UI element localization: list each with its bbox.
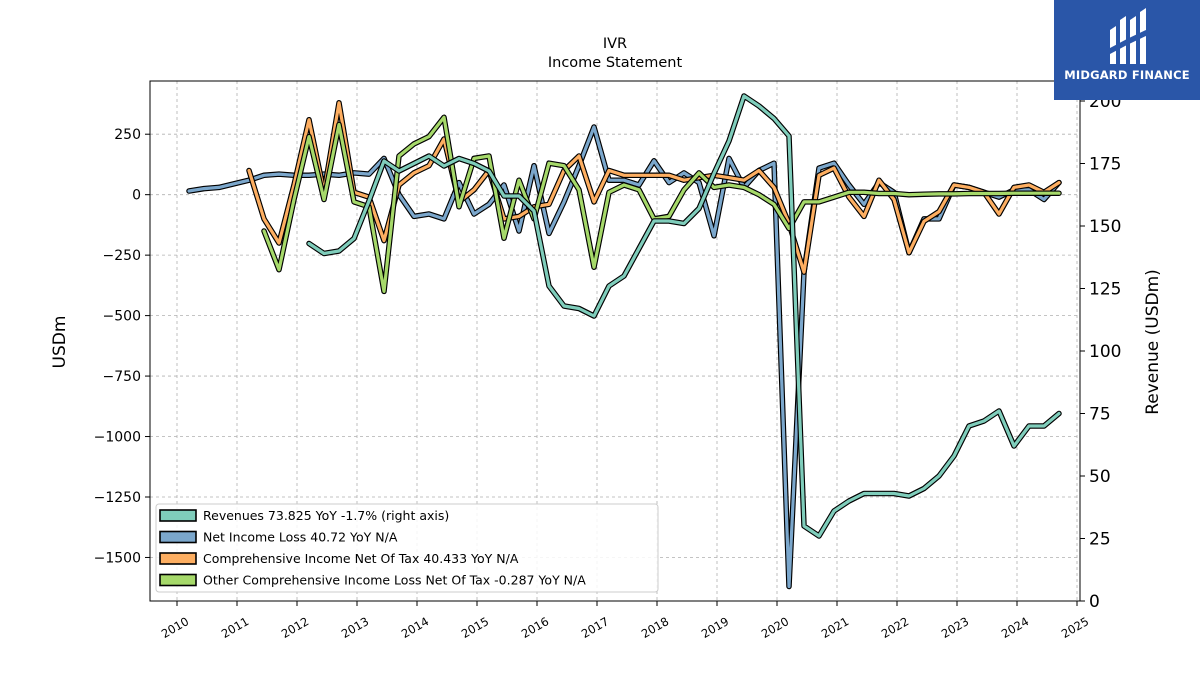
y2-tick-label: 50 bbox=[1089, 467, 1111, 487]
x-tick-label: 2015 bbox=[459, 614, 491, 641]
y2-axis-label: Revenue (USDm) bbox=[1143, 269, 1163, 415]
legend-swatch-0 bbox=[159, 509, 197, 522]
plot-frame bbox=[149, 80, 1081, 602]
y2-tick-label: 0 bbox=[1089, 592, 1100, 612]
y-tick-label: −250 bbox=[103, 248, 141, 264]
brand-logo: MIDGARD FINANCE bbox=[1054, 0, 1200, 100]
x-tick-label: 2024 bbox=[999, 614, 1031, 641]
x-tick-label: 2023 bbox=[939, 614, 971, 641]
x-tick-label: 2010 bbox=[159, 614, 191, 641]
y2-tick-label: 25 bbox=[1089, 530, 1111, 550]
x-tick-label: 2016 bbox=[519, 614, 551, 641]
series-3-outline bbox=[261, 114, 1062, 295]
legend-label-2: Comprehensive Income Net Of Tax 40.433 Y… bbox=[203, 551, 519, 566]
y-tick-label: −1250 bbox=[94, 490, 141, 506]
x-tick-label: 2013 bbox=[339, 614, 371, 641]
series-0 bbox=[306, 93, 1062, 539]
y2-tick-label: 75 bbox=[1089, 405, 1111, 425]
y2-tick-label: 125 bbox=[1089, 280, 1121, 300]
legend: Revenues 73.825 YoY -1.7% (right axis) Ne… bbox=[155, 503, 659, 593]
x-tick-label: 2019 bbox=[699, 614, 731, 641]
legend-swatch-2 bbox=[159, 552, 197, 565]
y-tick-label: −500 bbox=[103, 309, 141, 325]
series-3 bbox=[261, 114, 1062, 295]
brand-name: MIDGARD FINANCE bbox=[1064, 68, 1190, 82]
left-axis-ticks: 250 0 −250 −500 −750 −1000 −1250 −1500 bbox=[94, 127, 150, 566]
x-tick-label: 2022 bbox=[879, 614, 911, 641]
legend-swatch-1 bbox=[159, 530, 197, 544]
series-layer bbox=[186, 93, 1062, 590]
y2-tick-label: 150 bbox=[1089, 217, 1121, 237]
x-tick-label: 2020 bbox=[759, 614, 791, 641]
legend-label-1: Net Income Loss 40.72 YoY N/A bbox=[203, 530, 398, 545]
x-tick-label: 2021 bbox=[819, 614, 851, 641]
series-2-line bbox=[247, 101, 1061, 274]
y-axis-label: USDm bbox=[50, 316, 70, 369]
y2-tick-label: 175 bbox=[1089, 155, 1121, 175]
x-tick-label: 2017 bbox=[579, 614, 611, 641]
legend-label-0: Revenues 73.825 YoY -1.7% (right axis) bbox=[203, 508, 449, 523]
x-axis-ticks: 2010 2011 2012 2013 2014 2015 2016 2017 2018 2019… bbox=[159, 601, 1091, 641]
y2-tick-label: 100 bbox=[1089, 342, 1121, 362]
legend-box bbox=[155, 503, 659, 593]
series-3-line bbox=[262, 115, 1061, 293]
y-tick-label: 0 bbox=[132, 188, 141, 204]
y-tick-label: −750 bbox=[103, 369, 141, 385]
x-tick-label: 2014 bbox=[399, 614, 431, 641]
x-tick-label: 2011 bbox=[219, 614, 251, 641]
x-tick-label: 2025 bbox=[1059, 614, 1091, 641]
x-tick-label: 2012 bbox=[279, 614, 311, 641]
chart-title: IVR bbox=[603, 36, 627, 52]
midgard-logo-icon bbox=[1110, 8, 1146, 64]
x-tick-label: 2018 bbox=[639, 614, 671, 641]
chart-subtitle: Income Statement bbox=[548, 55, 683, 71]
series-2 bbox=[246, 100, 1062, 275]
series-2-outline bbox=[246, 100, 1062, 275]
legend-swatch-3 bbox=[159, 573, 197, 587]
series-0-line bbox=[307, 94, 1061, 538]
y-tick-label: −1000 bbox=[94, 430, 141, 446]
legend-label-3: Other Comprehensive Income Loss Net Of T… bbox=[203, 573, 586, 588]
y-tick-label: 250 bbox=[114, 127, 141, 143]
y-tick-label: −1500 bbox=[94, 550, 141, 566]
